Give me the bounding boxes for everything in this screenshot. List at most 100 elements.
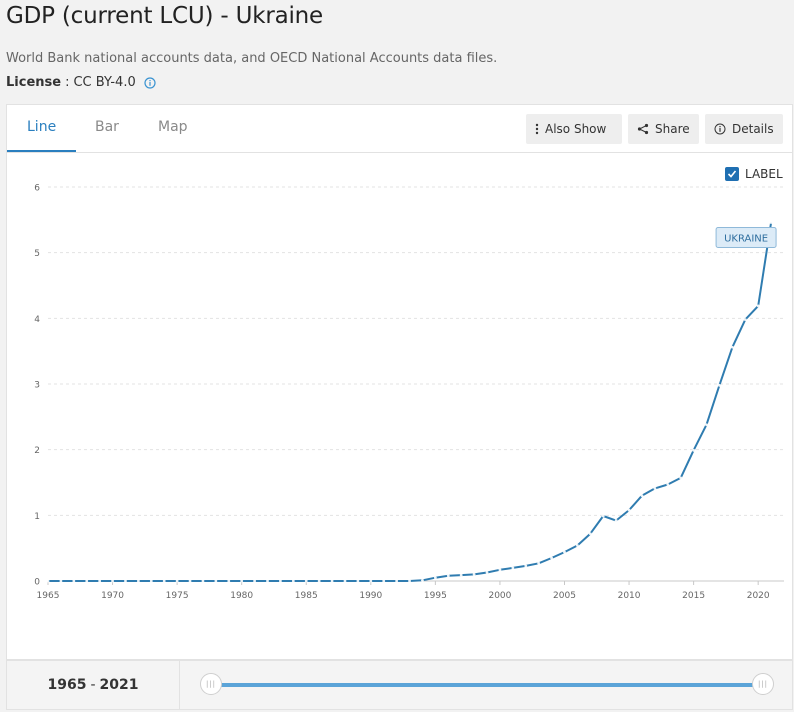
data-point: [498, 568, 502, 572]
more-vertical-icon: [535, 123, 539, 135]
data-point: [214, 579, 218, 583]
data-point: [679, 476, 683, 480]
data-point: [227, 579, 231, 583]
data-point: [692, 448, 696, 452]
data-point: [756, 304, 760, 308]
source-note: World Bank national accounts data, and O…: [6, 51, 498, 66]
y-tick-label: 0: [34, 578, 40, 588]
data-point: [433, 576, 437, 580]
x-tick-label: 1985: [295, 591, 318, 601]
x-tick-label: 2015: [682, 591, 705, 601]
data-point: [459, 573, 463, 577]
data-point: [730, 345, 734, 349]
data-point: [550, 556, 553, 560]
tab-map[interactable]: Map: [158, 119, 188, 135]
data-point: [201, 579, 205, 583]
range-slider-end-handle[interactable]: |||: [752, 673, 774, 695]
data-point: [356, 579, 360, 583]
license-separator: :: [65, 75, 70, 90]
x-tick-label: 1975: [166, 591, 189, 601]
page-title: GDP (current LCU) - Ukraine: [6, 3, 323, 29]
chart-panel: Line Bar Map Also Show Share Details: [6, 104, 793, 660]
series-label-ukraine: UKRAINE: [724, 233, 768, 244]
data-point: [395, 579, 399, 583]
data-point: [588, 532, 592, 536]
share-button[interactable]: Share: [628, 114, 699, 144]
y-tick-label: 6: [34, 184, 40, 194]
label-toggle-text: LABEL: [745, 167, 783, 181]
range-start: 1965: [47, 677, 87, 693]
data-point: [718, 383, 721, 387]
data-point: [124, 579, 127, 583]
data-point: [627, 508, 631, 512]
data-point: [149, 579, 153, 583]
data-point: [343, 579, 347, 583]
data-point: [769, 221, 773, 224]
data-point: [614, 519, 618, 522]
data-point: [666, 483, 670, 486]
data-point: [188, 579, 192, 583]
data-point: [72, 579, 76, 583]
active-tab-indicator: [7, 150, 76, 152]
license-label: License: [6, 75, 62, 90]
data-point: [382, 579, 386, 583]
data-point: [175, 579, 179, 583]
also-show-button[interactable]: Also Show: [526, 114, 622, 144]
license-line: License : CC BY-4.0: [6, 75, 156, 90]
data-point: [111, 579, 114, 583]
share-label: Share: [655, 122, 690, 136]
data-point: [408, 579, 411, 583]
tab-bar[interactable]: Bar: [95, 119, 119, 135]
data-point: [304, 579, 308, 583]
x-tick-label: 2020: [747, 591, 770, 601]
y-tick-label: 4: [34, 315, 40, 325]
data-point: [524, 564, 528, 568]
data-point: [240, 579, 244, 583]
data-point: [136, 579, 140, 583]
data-point: [563, 550, 566, 554]
range-end: 2021: [99, 677, 139, 693]
data-point: [279, 579, 282, 583]
info-circle-icon[interactable]: [144, 76, 156, 89]
data-point: [253, 579, 256, 583]
series-line-ukraine: [48, 222, 773, 582]
chart-tabs: Line Bar Map Also Show Share Details: [7, 105, 792, 153]
year-range: 1965 - 2021: [7, 661, 180, 709]
share-icon: [637, 123, 649, 135]
also-show-label: Also Show: [545, 122, 607, 136]
x-tick-label: 2000: [488, 591, 511, 601]
data-point: [743, 318, 747, 322]
y-tick-label: 3: [34, 381, 40, 391]
data-point: [421, 578, 424, 582]
label-toggle[interactable]: LABEL: [725, 167, 783, 181]
data-point: [59, 579, 63, 583]
info-icon: [714, 123, 726, 135]
data-point: [640, 494, 644, 498]
range-slider-start-handle[interactable]: |||: [200, 673, 222, 695]
data-point: [162, 579, 166, 583]
data-point: [485, 571, 489, 574]
tab-line[interactable]: Line: [27, 119, 57, 135]
data-point: [266, 579, 269, 583]
y-tick-label: 1: [34, 512, 40, 522]
x-tick-label: 2005: [553, 591, 576, 601]
data-point: [537, 561, 541, 565]
data-point: [369, 579, 373, 583]
x-tick-label: 1965: [37, 591, 60, 601]
data-point: [576, 544, 579, 547]
data-point: [446, 574, 450, 578]
y-tick-label: 5: [34, 249, 40, 259]
x-tick-label: 1980: [230, 591, 253, 601]
line-chart: 0 1 2 3 4 5 6 1965 1970 1975 1980 1985 1990 1995 2000 2…: [34, 184, 784, 601]
range-slider-track[interactable]: [212, 683, 765, 687]
x-tick-label: 1995: [424, 591, 447, 601]
label-checkbox[interactable]: [725, 167, 739, 181]
data-point: [98, 579, 102, 583]
license-value: CC BY-4.0: [73, 75, 136, 90]
data-point: [85, 579, 89, 583]
data-point: [291, 579, 295, 583]
y-tick-label: 2: [34, 446, 40, 456]
details-button[interactable]: Details: [705, 114, 783, 144]
data-point: [601, 514, 605, 518]
series-label-box: [715, 226, 777, 248]
